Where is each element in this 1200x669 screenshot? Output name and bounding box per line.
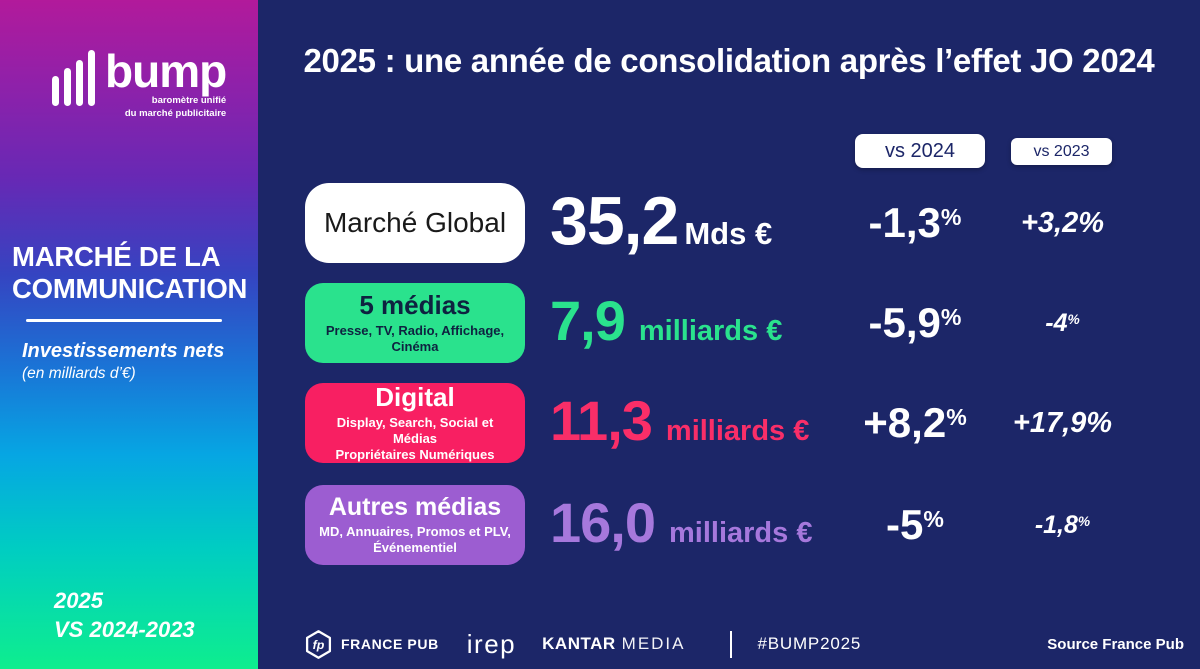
sublabel-5-medias: Presse, TV, Radio, Affichage, Cinéma	[313, 323, 517, 356]
pct-sign: %	[1067, 312, 1080, 328]
digital-vs2024: +8,2%	[845, 383, 985, 463]
bump-hashtag: #BUMP2025	[757, 634, 862, 653]
footer-logos: fp FRANCE PUB irep KANTAR MEDIA #BUMP2025	[305, 628, 861, 660]
label-marche-global: Marché Global	[323, 207, 507, 238]
sublabel-line2: Événementiel	[373, 540, 457, 556]
sidebar-heading: MARCHÉ DE LA COMMUNICATION	[12, 241, 247, 305]
sublabel-line1: MD, Annuaires, Promos et PLV,	[319, 524, 511, 540]
5-medias-vs2024: -5,9%	[845, 283, 985, 363]
label-box-5-medias: 5 médias Presse, TV, Radio, Affichage, C…	[305, 283, 525, 363]
source-credit: Source France Pub	[1047, 636, 1184, 653]
value-number: 11,3	[550, 389, 653, 452]
pct-number: +3,2%	[1020, 207, 1105, 239]
slide-title: 2025 : une année de consolidation après …	[303, 42, 1155, 79]
marche-global-vs2024: -1,3%	[845, 183, 985, 263]
value-unit: milliards €	[638, 315, 783, 347]
pct-number: -1,3	[868, 199, 941, 246]
value-autres-medias: 16,0 milliards €	[550, 485, 812, 565]
pct-number: -5	[886, 501, 924, 548]
value-number: 7,9	[550, 289, 626, 352]
label-5-medias: 5 médias	[359, 289, 471, 320]
sidebar-heading-line2: COMMUNICATION	[12, 272, 248, 304]
sidebar-period: 2025 VS 2024-2023	[54, 587, 195, 644]
bump-logo-wordblock: bump baromètre unifié du marché publicit…	[105, 45, 227, 120]
sidebar-period-line2: VS 2024-2023	[54, 616, 195, 642]
kantar-media-logo: KANTAR MEDIA	[542, 634, 685, 654]
france-pub-logo: fp FRANCE PUB	[305, 629, 439, 659]
value-number: 16,0	[550, 491, 656, 554]
bump-logo-tagline: baromètre unifié du marché publicitaire	[105, 95, 226, 120]
france-pub-wordmark: FRANCE PUB	[341, 636, 439, 652]
bump-logo-word: bump	[105, 45, 227, 97]
sublabel-autres-medias: MD, Annuaires, Promos et PLV, Événementi…	[319, 524, 511, 557]
vs-2024-header-chip: vs 2024	[855, 134, 985, 168]
vs-2023-header-chip: vs 2023	[1011, 138, 1112, 165]
sidebar-divider	[26, 319, 222, 322]
bump-tagline-line1: baromètre unifié	[151, 95, 227, 107]
sublabel-line1: Presse, TV, Radio, Affichage, Cinéma	[325, 322, 505, 354]
pct-number: +8,2	[863, 399, 947, 446]
label-autres-medias: Autres médias	[328, 493, 502, 522]
irep-logo: irep	[466, 628, 517, 659]
value-unit: milliards €	[669, 517, 813, 549]
autres-medias-vs2023: -1,8%	[995, 485, 1130, 565]
pct-number: -1,8	[1034, 511, 1078, 539]
sidebar-period-line1: 2025	[54, 588, 103, 613]
bump-logo: bump baromètre unifié du marché publicit…	[52, 45, 227, 120]
svg-text:fp: fp	[313, 637, 325, 651]
pct-number: -5,9	[868, 299, 941, 346]
sidebar-heading-line1: MARCHÉ DE LA	[12, 241, 221, 272]
value-marche-global: 35,2 Mds €	[550, 183, 772, 263]
sublabel-digital: Display, Search, Social et Médias Propri…	[313, 415, 517, 464]
value-unit: Mds €	[684, 216, 773, 251]
sublabel-line1: Display, Search, Social et Médias	[336, 414, 494, 446]
pct-number: +17,9%	[1012, 407, 1113, 439]
digital-vs2023: +17,9%	[995, 383, 1130, 463]
sidebar: bump baromètre unifié du marché publicit…	[0, 0, 258, 669]
marche-global-vs2023: +3,2%	[995, 183, 1130, 263]
pct-sign: %	[1077, 514, 1091, 530]
kantar-wordmark: KANTAR	[542, 634, 616, 653]
pct-number: -4	[1045, 309, 1068, 337]
label-box-marche-global: Marché Global	[305, 183, 525, 263]
label-digital: Digital	[375, 381, 455, 412]
label-box-digital: Digital Display, Search, Social et Média…	[305, 381, 525, 464]
pct-sign: %	[946, 404, 967, 431]
label-box-autres-medias: Autres médias MD, Annuaires, Promos et P…	[305, 485, 525, 565]
footer-separator	[729, 630, 732, 658]
value-number: 35,2	[550, 183, 679, 259]
5-medias-vs2023: -4%	[995, 283, 1130, 363]
pct-sign: %	[940, 304, 962, 331]
pct-sign: %	[923, 506, 944, 533]
pct-sign: %	[940, 204, 962, 231]
value-unit: milliards €	[665, 415, 810, 447]
value-5-medias: 7,9 milliards €	[550, 283, 782, 363]
fp-hexagon-icon: fp	[305, 629, 332, 659]
bump-tagline-line2: du marché publicitaire	[124, 107, 227, 119]
autres-medias-vs2024: -5%	[845, 485, 985, 565]
sidebar-subtitle-note: (en milliards d’€)	[22, 365, 136, 382]
sidebar-subtitle: Investissements nets	[22, 340, 225, 362]
media-wordmark: MEDIA	[621, 634, 686, 653]
bump-bars-icon	[52, 50, 95, 106]
sublabel-line2: Propriétaires Numériques	[335, 447, 495, 463]
value-digital: 11,3 milliards €	[550, 383, 809, 463]
